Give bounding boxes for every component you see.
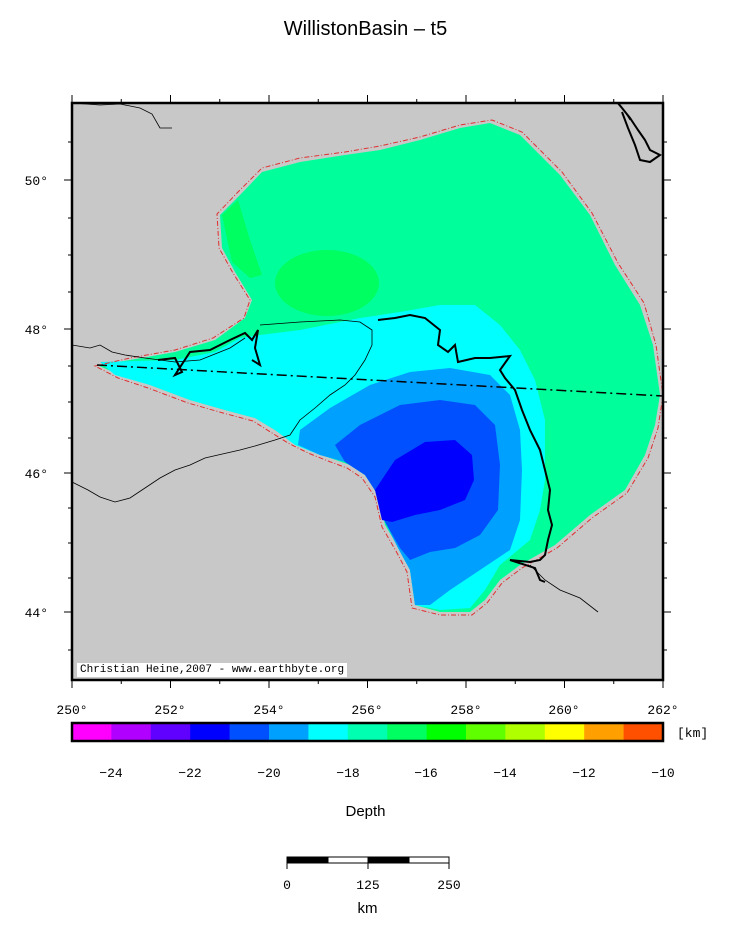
- colorbar-tick-label: −20: [257, 766, 280, 781]
- colorbar-swatch: [387, 723, 428, 741]
- lon-tick-label: 256°: [351, 703, 382, 718]
- colorbar-tick-label: −16: [414, 766, 437, 781]
- lat-tick-label: 50°: [25, 174, 48, 189]
- colorbar-tick-label: −24: [99, 766, 123, 781]
- colorbar-tick-label: −10: [651, 766, 674, 781]
- colorbar-swatch: [347, 723, 388, 741]
- scale-tick-label: 125: [356, 878, 379, 893]
- colorbar-swatch: [269, 723, 309, 741]
- colorbar-unit: [km]: [677, 726, 709, 741]
- colorbar-swatch: [229, 723, 270, 741]
- scale-tick-label: 0: [283, 878, 291, 893]
- colorbar-tick-label: −22: [178, 766, 201, 781]
- lat-tick-label: 46°: [25, 467, 48, 482]
- lon-tick-labels: 250° 252° 254° 256° 258° 260° 262°: [56, 703, 678, 718]
- colorbar-swatch: [308, 723, 349, 741]
- lon-tick-label: 250°: [56, 703, 87, 718]
- colorbar-swatch: [190, 723, 231, 741]
- colorbar-swatch: [426, 723, 467, 741]
- scale-tick-label: 250: [437, 878, 460, 893]
- colorbar-swatch: [72, 723, 112, 741]
- scale-unit: km: [357, 900, 378, 917]
- colorbar-swatch: [111, 723, 152, 741]
- lon-tick-label: 258°: [450, 703, 481, 718]
- colorbar-tick-label: −18: [336, 766, 359, 781]
- colorbar: [72, 723, 664, 741]
- lon-tick-label: 260°: [548, 703, 579, 718]
- colorbar-tick-label: −12: [572, 766, 595, 781]
- colorbar-tick-label: −14: [493, 766, 517, 781]
- lat-tick-labels: 50° 48° 46° 44°: [25, 174, 48, 621]
- credit-text: Christian Heine,2007 - www.earthbyte.org: [77, 663, 348, 677]
- lon-tick-label: 254°: [253, 703, 284, 718]
- lat-tick-label: 48°: [25, 323, 48, 338]
- axis-ticks: [64, 95, 671, 688]
- scale-bar: 0 125 250: [283, 856, 461, 893]
- colorbar-swatch: [544, 723, 585, 741]
- depth-region-green-strip: [222, 200, 262, 278]
- basin-boundary: [93, 119, 664, 616]
- lon-tick-label: 262°: [647, 703, 678, 718]
- depth-region-green-lens: [275, 250, 379, 316]
- rivers-coastline: [157, 102, 662, 583]
- cross-section-line: [96, 364, 664, 397]
- colorbar-title: Depth: [345, 803, 386, 820]
- map-title: WillistonBasin – t5: [283, 18, 448, 40]
- lat-tick-label: 44°: [25, 606, 48, 621]
- colorbar-swatch: [150, 723, 191, 741]
- colorbar-tick-labels: −24 −22 −20 −18 −16 −14 −12 −10: [99, 766, 674, 781]
- colorbar-swatch: [505, 723, 546, 741]
- colorbar-swatch: [466, 723, 506, 741]
- depth-region-deep-blue: [375, 440, 474, 522]
- lon-tick-label: 252°: [154, 703, 185, 718]
- colorbar-swatch: [623, 723, 664, 741]
- colorbar-swatch: [584, 723, 625, 741]
- colorbar-frame: [70, 721, 665, 743]
